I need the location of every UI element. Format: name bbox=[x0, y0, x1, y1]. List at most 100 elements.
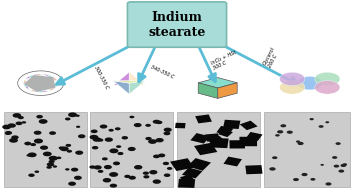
Circle shape bbox=[287, 131, 293, 134]
Circle shape bbox=[320, 164, 324, 166]
Circle shape bbox=[75, 115, 80, 117]
Circle shape bbox=[164, 128, 172, 132]
Circle shape bbox=[342, 163, 347, 166]
Circle shape bbox=[22, 121, 26, 124]
Bar bbox=[239, 137, 257, 146]
Circle shape bbox=[67, 150, 72, 153]
Circle shape bbox=[302, 173, 308, 176]
Bar bbox=[90, 112, 173, 187]
Circle shape bbox=[332, 156, 337, 159]
Polygon shape bbox=[113, 81, 129, 94]
Circle shape bbox=[325, 182, 331, 186]
Circle shape bbox=[153, 179, 161, 184]
Circle shape bbox=[293, 178, 299, 181]
Circle shape bbox=[97, 139, 103, 142]
Circle shape bbox=[156, 121, 162, 124]
Circle shape bbox=[74, 176, 82, 180]
Text: 300-330 C: 300-330 C bbox=[93, 65, 109, 90]
Bar bbox=[223, 120, 240, 129]
Circle shape bbox=[11, 135, 19, 139]
Circle shape bbox=[68, 182, 76, 186]
Circle shape bbox=[46, 166, 52, 169]
Circle shape bbox=[145, 124, 151, 127]
Circle shape bbox=[121, 136, 128, 139]
Circle shape bbox=[16, 122, 22, 125]
Polygon shape bbox=[25, 74, 58, 91]
Circle shape bbox=[91, 129, 98, 133]
Circle shape bbox=[149, 170, 158, 174]
Circle shape bbox=[118, 152, 124, 155]
Circle shape bbox=[93, 137, 101, 142]
Circle shape bbox=[34, 131, 41, 135]
Bar bbox=[194, 143, 217, 155]
Polygon shape bbox=[24, 74, 57, 91]
Bar bbox=[190, 133, 210, 144]
Polygon shape bbox=[129, 72, 145, 86]
Polygon shape bbox=[27, 74, 58, 92]
Circle shape bbox=[103, 178, 111, 183]
Circle shape bbox=[8, 123, 16, 128]
Polygon shape bbox=[24, 75, 57, 92]
Circle shape bbox=[68, 112, 77, 117]
Circle shape bbox=[34, 139, 43, 143]
Polygon shape bbox=[24, 74, 57, 91]
Polygon shape bbox=[24, 76, 57, 92]
Circle shape bbox=[49, 131, 56, 135]
Circle shape bbox=[53, 165, 57, 168]
Circle shape bbox=[105, 137, 113, 142]
Circle shape bbox=[48, 156, 58, 161]
Circle shape bbox=[110, 184, 117, 188]
Circle shape bbox=[115, 127, 121, 130]
Circle shape bbox=[275, 134, 280, 137]
Bar bbox=[216, 126, 233, 135]
Circle shape bbox=[12, 113, 21, 118]
Polygon shape bbox=[113, 81, 145, 83]
Circle shape bbox=[277, 130, 283, 133]
Bar bbox=[245, 165, 263, 174]
Bar bbox=[170, 158, 194, 171]
Circle shape bbox=[9, 138, 18, 143]
Circle shape bbox=[129, 176, 136, 180]
FancyBboxPatch shape bbox=[127, 2, 227, 47]
Bar bbox=[4, 112, 87, 187]
Bar bbox=[182, 167, 202, 178]
Circle shape bbox=[143, 175, 149, 178]
Polygon shape bbox=[23, 74, 55, 92]
Circle shape bbox=[280, 124, 286, 127]
Circle shape bbox=[78, 134, 85, 138]
Circle shape bbox=[28, 174, 35, 177]
Circle shape bbox=[65, 144, 71, 147]
Circle shape bbox=[109, 172, 118, 177]
Circle shape bbox=[325, 121, 329, 123]
Circle shape bbox=[153, 155, 160, 158]
Circle shape bbox=[89, 165, 96, 169]
Circle shape bbox=[158, 153, 165, 157]
Bar bbox=[177, 112, 260, 187]
Circle shape bbox=[163, 162, 169, 165]
Circle shape bbox=[24, 142, 31, 145]
Polygon shape bbox=[26, 75, 58, 92]
Circle shape bbox=[128, 147, 136, 151]
Circle shape bbox=[47, 162, 54, 167]
Circle shape bbox=[334, 165, 339, 168]
Circle shape bbox=[27, 154, 31, 156]
Circle shape bbox=[155, 138, 164, 142]
Circle shape bbox=[109, 129, 114, 132]
Polygon shape bbox=[129, 81, 145, 94]
Circle shape bbox=[40, 146, 48, 150]
Circle shape bbox=[134, 123, 142, 127]
Circle shape bbox=[297, 76, 322, 90]
Circle shape bbox=[341, 164, 346, 167]
Circle shape bbox=[65, 118, 70, 120]
Circle shape bbox=[167, 167, 172, 170]
Polygon shape bbox=[24, 74, 56, 92]
Bar bbox=[195, 115, 212, 123]
Circle shape bbox=[71, 168, 78, 172]
Circle shape bbox=[109, 148, 119, 153]
Polygon shape bbox=[113, 83, 145, 86]
Circle shape bbox=[297, 142, 304, 145]
Bar bbox=[223, 156, 242, 167]
Polygon shape bbox=[198, 83, 218, 98]
Circle shape bbox=[269, 167, 276, 171]
Circle shape bbox=[59, 146, 64, 149]
